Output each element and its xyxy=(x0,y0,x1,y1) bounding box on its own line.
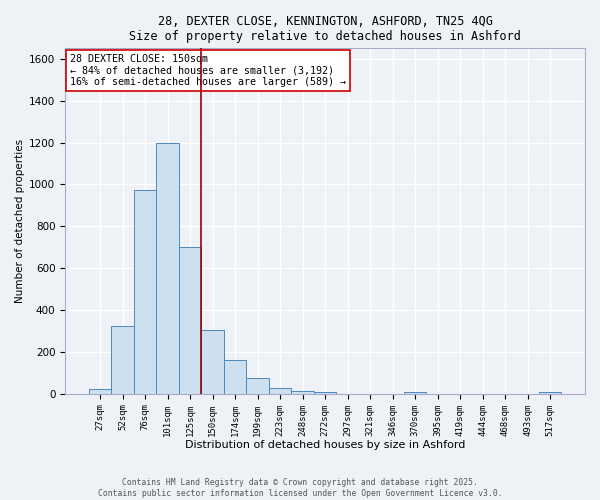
Bar xyxy=(247,378,269,394)
Bar xyxy=(404,392,427,394)
Bar xyxy=(269,388,292,394)
Bar xyxy=(179,248,201,394)
X-axis label: Distribution of detached houses by size in Ashford: Distribution of detached houses by size … xyxy=(185,440,465,450)
Y-axis label: Number of detached properties: Number of detached properties xyxy=(15,139,25,303)
Bar xyxy=(539,392,562,394)
Bar xyxy=(111,326,134,394)
Bar xyxy=(89,388,111,394)
Bar xyxy=(156,142,179,394)
Bar xyxy=(314,392,337,394)
Bar xyxy=(134,190,156,394)
Title: 28, DEXTER CLOSE, KENNINGTON, ASHFORD, TN25 4QG
Size of property relative to det: 28, DEXTER CLOSE, KENNINGTON, ASHFORD, T… xyxy=(129,15,521,43)
Text: Contains HM Land Registry data © Crown copyright and database right 2025.
Contai: Contains HM Land Registry data © Crown c… xyxy=(98,478,502,498)
Bar xyxy=(201,330,224,394)
Bar xyxy=(292,390,314,394)
Bar xyxy=(224,360,247,394)
Text: 28 DEXTER CLOSE: 150sqm
← 84% of detached houses are smaller (3,192)
16% of semi: 28 DEXTER CLOSE: 150sqm ← 84% of detache… xyxy=(70,54,346,86)
